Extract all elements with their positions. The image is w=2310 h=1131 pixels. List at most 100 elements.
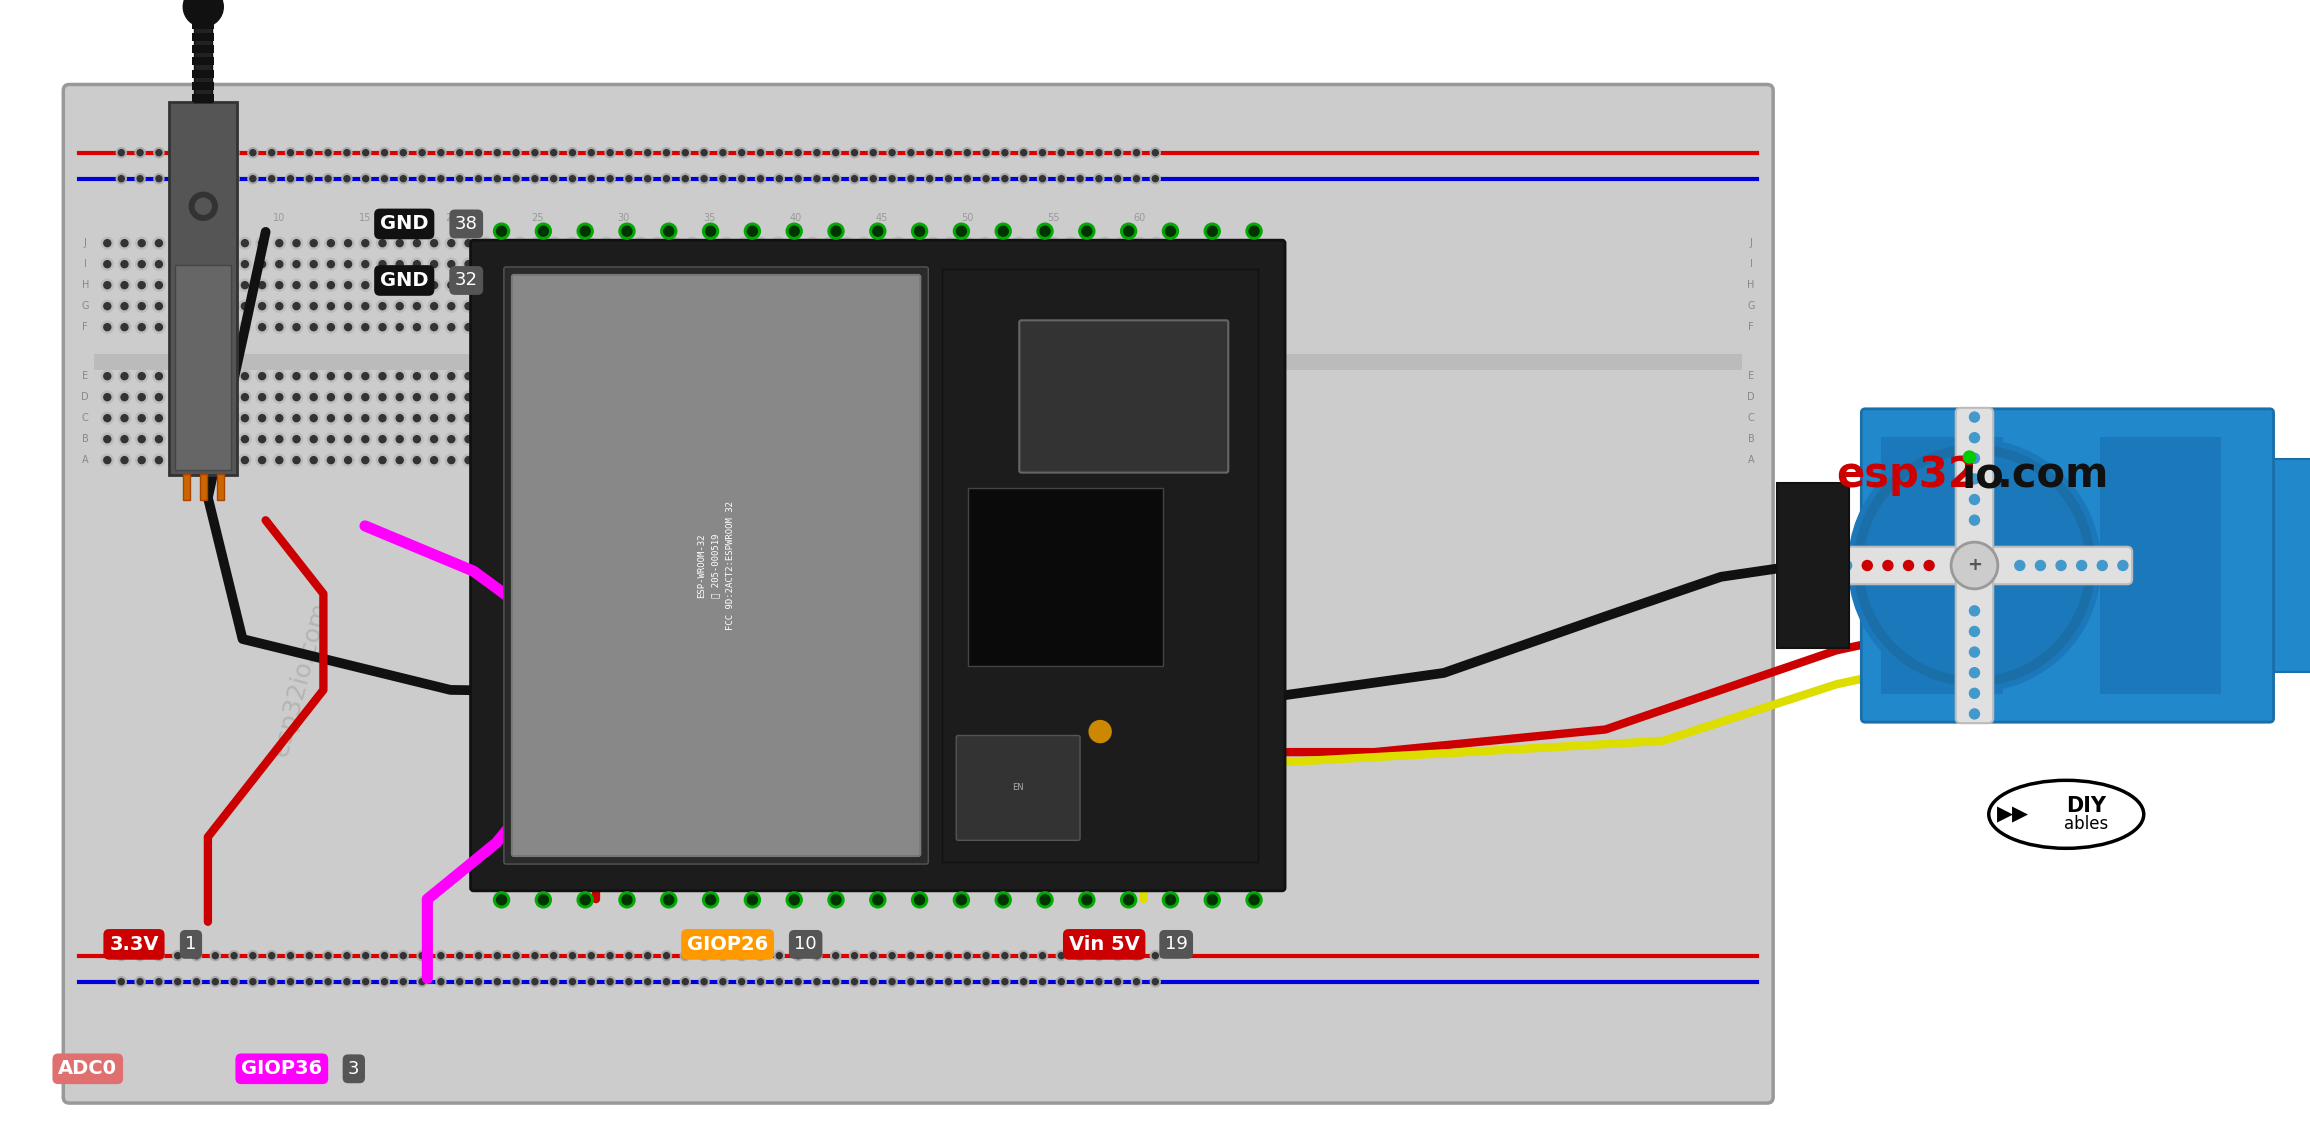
Circle shape [187,391,199,403]
Circle shape [996,279,1007,291]
Circle shape [878,394,885,400]
Circle shape [892,300,906,312]
Circle shape [1153,415,1160,422]
Circle shape [1046,300,1060,312]
Circle shape [723,323,730,330]
Circle shape [908,175,915,182]
Circle shape [624,977,633,986]
Circle shape [723,394,730,400]
Circle shape [118,391,129,403]
Circle shape [982,303,989,310]
Circle shape [363,952,370,959]
Circle shape [224,457,231,464]
Circle shape [515,433,527,446]
Circle shape [273,238,286,249]
Circle shape [206,300,217,312]
Circle shape [811,977,822,986]
Circle shape [187,433,199,446]
Circle shape [259,435,266,442]
Circle shape [393,391,407,403]
Circle shape [1095,952,1102,959]
Circle shape [379,282,386,288]
Circle shape [192,174,201,183]
Circle shape [418,952,425,959]
Circle shape [155,373,162,380]
Circle shape [707,282,714,288]
Circle shape [832,895,841,905]
Circle shape [705,226,716,236]
Circle shape [894,240,901,247]
Circle shape [1862,561,1873,570]
Circle shape [961,238,973,249]
Text: 3: 3 [349,1060,360,1078]
Circle shape [670,412,681,424]
Circle shape [120,394,127,400]
Circle shape [857,238,871,249]
Bar [942,269,1257,862]
Circle shape [397,174,409,183]
Circle shape [1134,321,1146,334]
Circle shape [894,394,901,400]
Circle shape [1120,892,1137,908]
Circle shape [737,321,751,334]
Circle shape [273,300,286,312]
Circle shape [1083,260,1090,268]
Circle shape [268,952,275,959]
Circle shape [776,149,783,156]
Circle shape [961,279,973,291]
Circle shape [222,370,233,382]
Circle shape [363,282,370,288]
Circle shape [1083,303,1090,310]
Circle shape [538,226,547,236]
Circle shape [363,457,370,464]
Circle shape [243,415,249,422]
Circle shape [963,951,973,960]
Circle shape [427,391,441,403]
Circle shape [2118,561,2128,570]
Text: I: I [1749,259,1753,269]
Circle shape [256,391,268,403]
Circle shape [892,258,906,270]
Circle shape [256,433,268,446]
Circle shape [737,174,746,183]
Circle shape [268,149,275,156]
Circle shape [910,300,922,312]
Circle shape [1000,148,1009,157]
Circle shape [945,300,956,312]
Circle shape [224,415,231,422]
Circle shape [982,148,991,157]
Circle shape [550,952,557,959]
Circle shape [360,279,372,291]
Circle shape [1000,174,1009,183]
Circle shape [774,148,785,157]
Circle shape [739,260,746,268]
Circle shape [439,978,444,985]
Circle shape [619,892,635,908]
Circle shape [654,323,661,330]
Circle shape [397,415,404,422]
Circle shape [413,323,420,330]
Circle shape [945,978,952,985]
Circle shape [608,978,612,985]
Circle shape [187,300,199,312]
Circle shape [307,321,319,334]
Circle shape [136,321,148,334]
Circle shape [825,370,836,382]
Circle shape [1153,149,1157,156]
Circle shape [1102,323,1109,330]
Circle shape [963,260,970,268]
Circle shape [393,258,407,270]
Circle shape [670,370,681,382]
Circle shape [243,457,249,464]
Circle shape [979,370,991,382]
Circle shape [286,952,293,959]
Circle shape [547,321,561,334]
Circle shape [681,978,688,985]
Circle shape [1081,370,1093,382]
Circle shape [1102,260,1109,268]
Circle shape [342,321,353,334]
Bar [192,70,215,78]
Circle shape [1102,303,1109,310]
Circle shape [1003,978,1007,985]
Circle shape [1046,279,1060,291]
